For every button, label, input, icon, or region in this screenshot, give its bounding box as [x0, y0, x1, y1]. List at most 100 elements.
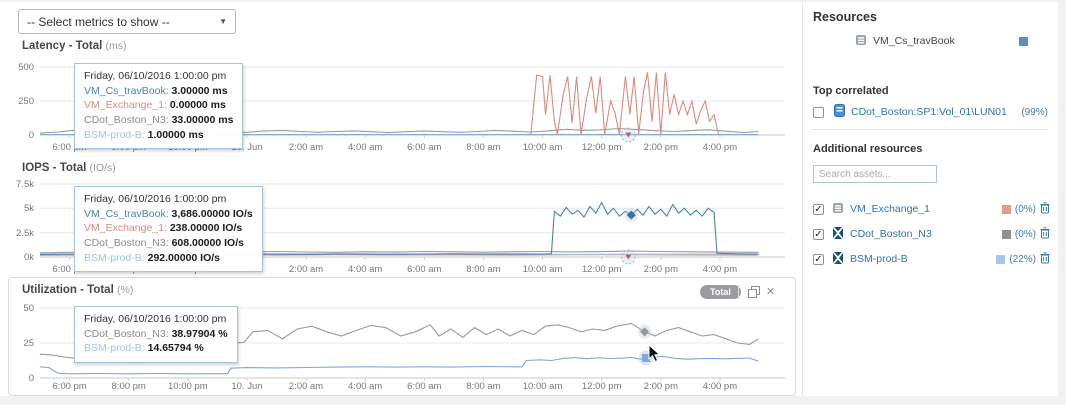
- tooltip-series-row: CDot_Boston_N3: 608.00000 IO/s: [84, 236, 253, 251]
- y-axis-label: 5k: [23, 203, 34, 215]
- x-axis-label: 12:00 pm: [581, 142, 622, 153]
- series-color-swatch: [996, 254, 1006, 264]
- tooltip-series-value: 3,686.00000 IO/s: [171, 207, 253, 220]
- series-color-swatch: [1001, 204, 1011, 214]
- utilization-chart-card: [8, 277, 796, 396]
- x-axis-label: 4:00 am: [348, 142, 383, 153]
- node-icon: [832, 226, 844, 242]
- tooltip-series-row: BSM-prod-B: 1.00000 ms: [84, 128, 233, 143]
- asset-checkbox[interactable]: ✓: [813, 228, 824, 240]
- iops-chart-title: IOPS - Total (IO/s): [22, 162, 116, 174]
- y-axis-label: 500: [18, 62, 34, 73]
- tooltip-series-value: 0.00000 ms: [169, 99, 226, 112]
- tooltip-series-name: VM_Cs_travBook:: [84, 84, 172, 97]
- resource-name: VM_Cs_travBook: [873, 35, 955, 47]
- correlated-asset-link[interactable]: CDot_Boston:SP1:Vol_01\LUN01: [851, 106, 1007, 118]
- asset-link[interactable]: BSM-prod-B: [850, 253, 908, 265]
- utilization-chart-title: Utilization - Total (%): [22, 284, 134, 296]
- tooltip-series-value: 3.00000 ms: [171, 84, 228, 97]
- x-axis-label: 2:00 am: [288, 264, 324, 275]
- delete-asset-button[interactable]: [1040, 201, 1050, 217]
- mouse-cursor: [648, 344, 661, 363]
- volume-icon: [834, 104, 845, 120]
- tooltip-series-value: 292.00000 IO/s: [147, 251, 221, 264]
- event-marker-icon[interactable]: [620, 249, 636, 265]
- correlation-percent: (0%): [1014, 228, 1036, 240]
- x-axis-label: 4:00 am: [348, 264, 383, 275]
- tooltip-series-name: BSM-prod-B:: [84, 251, 148, 264]
- additional-resource-row: ✓ VM_Exchange_1 (0%): [813, 200, 1050, 218]
- x-axis-label: 10. Jun: [231, 142, 263, 153]
- close-chart-button[interactable]: ✕: [766, 285, 775, 298]
- event-marker-icon[interactable]: [620, 127, 636, 143]
- tooltip-series-name: CDot_Boston_N3:: [84, 237, 172, 250]
- metric-select-dropdown[interactable]: -- Select metrics to show -- ▼: [18, 9, 236, 34]
- duplicate-chart-button[interactable]: [748, 286, 760, 301]
- vm-icon: [855, 34, 867, 49]
- x-axis-label: 10:00 am: [522, 381, 563, 392]
- tooltip-series-name: VM_Exchange_1:: [84, 222, 170, 235]
- asset-checkbox[interactable]: ✓: [813, 203, 824, 215]
- x-axis-label: 10. Jun: [231, 381, 263, 392]
- base-resource-row: VM_Cs_travBook: [855, 32, 1050, 50]
- tooltip-series-value: 33.00000 ms: [171, 114, 234, 127]
- x-axis-label: 10:00 am: [522, 264, 563, 275]
- tooltip-series-row: BSM-prod-B: 292.00000 IO/s: [84, 251, 253, 266]
- y-axis-label: 0: [28, 373, 34, 384]
- x-axis-label: 6:00 am: [407, 264, 442, 275]
- asset-checkbox[interactable]: ✓: [813, 253, 824, 265]
- iops-tooltip: Friday, 06/10/2016 1:00:00 pm VM_Cs_trav…: [74, 186, 263, 273]
- series-VM_Exchange_1-line: [40, 72, 759, 136]
- utilization-tooltip: Friday, 06/10/2016 1:00:00 pm CDot_Bosto…: [74, 306, 238, 364]
- x-axis-label: 6:00 am: [407, 142, 442, 153]
- x-axis-label: 12:00 pm: [581, 381, 622, 392]
- x-axis-label: 6:00 pm: [52, 142, 87, 153]
- node-icon: [832, 251, 844, 267]
- series-VM_Cs_travBook-line: [39, 201, 759, 256]
- x-axis-label: 4:00 pm: [702, 264, 738, 275]
- tooltip-series-row: CDot_Boston_N3: 33.00000 ms: [84, 113, 233, 128]
- latency-chart-title: Latency - Total (ms): [22, 40, 127, 52]
- y-axis-label: 50: [23, 303, 34, 314]
- header-separator: [738, 285, 739, 299]
- top-correlated-heading: Top correlated: [813, 85, 889, 97]
- vm-icon: [832, 202, 844, 217]
- tooltip-series-value: 1.00000 ms: [147, 128, 204, 141]
- total-rollup-pill-button[interactable]: Total: [700, 285, 741, 299]
- tooltip-date: Friday, 06/10/2016 1:00:00 pm: [84, 193, 227, 205]
- series-color-swatch: [1001, 229, 1011, 239]
- delete-asset-button[interactable]: [1040, 251, 1050, 267]
- x-axis-label: 2:00 am: [288, 381, 324, 392]
- resources-heading: Resources: [813, 10, 877, 24]
- search-assets-input[interactable]: [813, 165, 937, 183]
- x-axis-label: 8:00 am: [466, 264, 501, 275]
- tooltip-series-row: VM_Exchange_1: 0.00000 ms: [84, 98, 233, 113]
- asset-link[interactable]: VM_Exchange_1: [850, 203, 930, 215]
- close-icon: ✕: [766, 286, 776, 298]
- checkmark-icon: ✓: [814, 253, 823, 265]
- y-axis-label: 0: [28, 130, 34, 141]
- tooltip-series-row: VM_Cs_travBook: 3,686.00000 IO/s: [84, 207, 253, 222]
- tooltip-series-name: BSM-prod-B:: [84, 342, 148, 355]
- y-axis-label: 0k: [23, 252, 34, 263]
- tooltip-series-row: BSM-prod-B: 14.65794 %: [84, 341, 228, 356]
- selected-point-diamond-marker: [624, 208, 639, 223]
- tooltip-series-value: 608.00000 IO/s: [171, 237, 244, 250]
- tooltip-series-row: VM_Cs_travBook: 3.00000 ms: [84, 84, 233, 99]
- checkmark-icon: ✓: [814, 203, 823, 215]
- additional-resources-heading: Additional resources: [813, 143, 923, 155]
- correlated-checkbox[interactable]: [813, 106, 824, 118]
- asset-link[interactable]: CDot_Boston_N3: [850, 228, 932, 240]
- delete-asset-button[interactable]: [1040, 226, 1050, 242]
- x-axis-label: 4:00 pm: [702, 381, 738, 392]
- x-axis-label: 4:00 pm: [702, 142, 738, 153]
- tooltip-date: Friday, 06/10/2016 1:00:00 pm: [84, 313, 227, 325]
- additional-resource-row: ✓ BSM-prod-B (22%): [813, 250, 1050, 268]
- correlation-percent: (22%): [1009, 253, 1036, 265]
- additional-resource-row: ✓ CDot_Boston_N3 (0%): [813, 225, 1050, 243]
- resources-sidebar: Resources VM_Cs_travBook Top correlated …: [802, 2, 1058, 396]
- x-axis-label: 2:00 pm: [643, 264, 678, 275]
- tooltip-series-value: 38.97904 %: [171, 327, 228, 340]
- tooltip-series-value: 14.65794 %: [147, 342, 204, 355]
